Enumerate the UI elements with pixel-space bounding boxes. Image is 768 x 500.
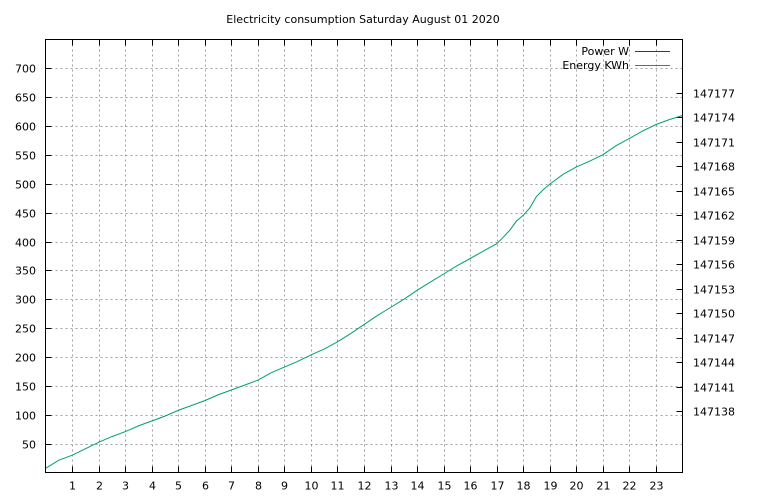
y-tick-label: 200 (15, 352, 36, 365)
y2-tick-label: 147141 (693, 382, 735, 395)
y-tick-label: 400 (15, 237, 36, 250)
y-tick-label: 500 (15, 179, 36, 192)
x-tick-label: 9 (281, 480, 288, 493)
y2-tick-label: 147177 (693, 88, 735, 101)
y-tick-label: 300 (15, 294, 36, 307)
y2-tick-label: 147171 (693, 137, 735, 150)
x-tick-label: 6 (202, 480, 209, 493)
x-tick-label: 23 (650, 480, 664, 493)
x-tick-label: 12 (358, 480, 372, 493)
y-tick-label: 700 (15, 63, 36, 76)
x-tick-label: 4 (149, 480, 156, 493)
x-tick-label: 20 (570, 480, 584, 493)
x-tick-label: 19 (544, 480, 558, 493)
series-lines (45, 115, 683, 469)
y2-tick-label: 147150 (693, 308, 735, 321)
y2-tick-label: 147144 (693, 357, 735, 370)
y-tick-label: 50 (22, 439, 36, 452)
x-tick-label: 11 (331, 480, 345, 493)
x-tick-label: 3 (122, 480, 129, 493)
x-tick-label: 1 (69, 480, 76, 493)
y-tick-label: 250 (15, 323, 36, 336)
x-tick-label: 16 (464, 480, 478, 493)
y2-tick-label: 147138 (693, 406, 735, 419)
y-tick-label: 150 (15, 381, 36, 394)
legend-label: Energy KWh (562, 59, 629, 72)
x-tick-label: 22 (623, 480, 637, 493)
y2-tick-label: 147156 (693, 259, 735, 272)
y-tick-label: 550 (15, 150, 36, 163)
y-tick-label: 450 (15, 208, 36, 221)
x-tick-label: 7 (228, 480, 235, 493)
y2-tick-label: 147162 (693, 210, 735, 223)
x-tick-label: 10 (305, 480, 319, 493)
chart-title: Electricity consumption Saturday August … (226, 13, 499, 26)
x-tick-label: 17 (491, 480, 505, 493)
x-tick-label: 13 (385, 480, 399, 493)
y2-tick-label: 147159 (693, 235, 735, 248)
x-tick-label: 18 (517, 480, 531, 493)
y-tick-label: 650 (15, 92, 36, 105)
y2-tick-label: 147168 (693, 161, 735, 174)
plot-frame (45, 39, 683, 473)
y2-tick-label: 147165 (693, 186, 735, 199)
x-tick-label: 8 (255, 480, 262, 493)
y-tick-label: 100 (15, 410, 36, 423)
y2-tick-label: 147153 (693, 284, 735, 297)
x-tick-label: 14 (411, 480, 425, 493)
x-tick-label: 5 (175, 480, 182, 493)
legend-label: Power W (581, 45, 629, 58)
y2-tick-label: 147174 (693, 112, 735, 125)
y2-tick-label: 147147 (693, 333, 735, 346)
series-line-1 (45, 115, 683, 469)
axis-ticks: 1 2 3 4 5 6 7 8 9 10 11 12 13 14 15 16 17 18 19 20 21 22 23501… (15, 39, 735, 493)
y-tick-label: 600 (15, 121, 36, 134)
x-tick-label: 15 (438, 480, 452, 493)
x-tick-label: 21 (597, 480, 611, 493)
grid (45, 39, 683, 473)
y-tick-label: 350 (15, 265, 36, 278)
x-tick-label: 2 (96, 480, 103, 493)
